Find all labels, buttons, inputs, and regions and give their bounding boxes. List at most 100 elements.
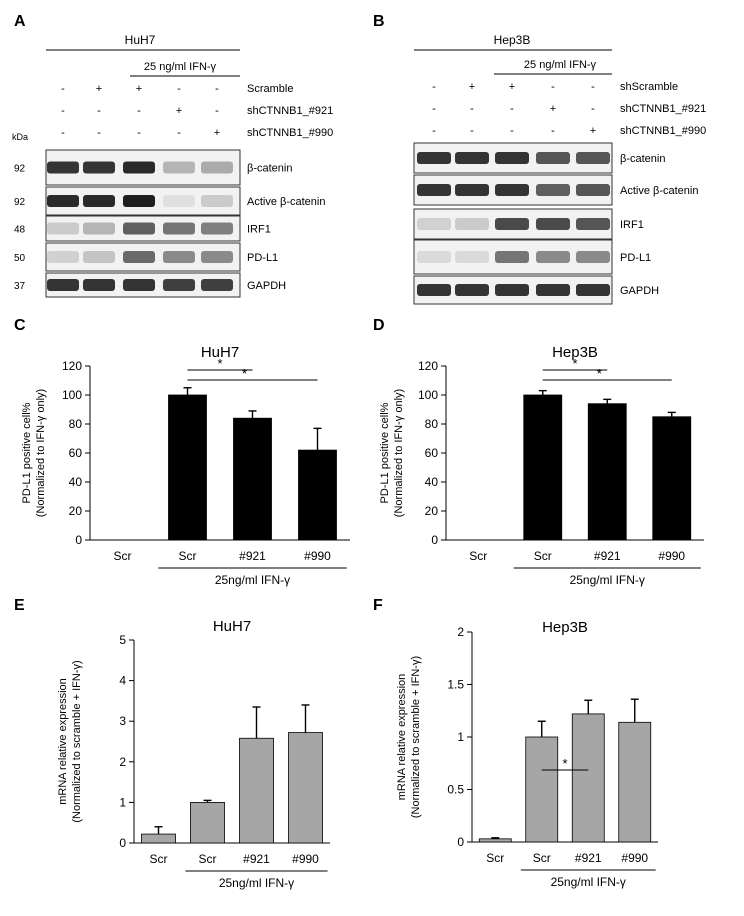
kda-value: 48 [14, 225, 26, 236]
bar [288, 732, 323, 844]
y-tick-label: 0.5 [447, 783, 464, 797]
category-label: #990 [292, 852, 319, 866]
condition-mark: - [510, 125, 514, 137]
y-tick-label: 3 [119, 714, 126, 728]
condition-label: shScramble [620, 81, 678, 93]
y-tick-label: 40 [69, 475, 83, 489]
category-label: #921 [239, 549, 266, 563]
chart-title: HuH7 [213, 618, 251, 635]
y-tick-label: 0 [457, 835, 464, 849]
blot-band [495, 251, 529, 263]
group-label: 25ng/ml IFN-γ [551, 875, 626, 889]
y-tick-label: 2 [457, 625, 464, 639]
y-tick-label: 20 [425, 504, 439, 518]
y-axis-label: mRNA relative expression [396, 674, 408, 801]
panel-letter-f: F [373, 597, 383, 614]
condition-mark: - [137, 105, 141, 117]
y-tick-label: 1 [119, 795, 126, 809]
bar [478, 838, 512, 843]
y-tick-label: 0 [75, 533, 82, 547]
blot-band [201, 222, 233, 235]
y-tick-label: 0 [431, 533, 438, 547]
blot-band [47, 161, 79, 174]
y-tick-label: 1 [457, 730, 464, 744]
panel-letter-a: A [14, 13, 26, 30]
condition-mark: - [591, 81, 595, 93]
blot-band [455, 184, 489, 196]
significance-star: * [597, 366, 602, 381]
panel-letter-b: B [373, 13, 385, 30]
condition-mark: - [97, 105, 101, 117]
bar [233, 417, 272, 541]
condition-mark: + [550, 103, 556, 115]
kda-value: 37 [14, 281, 26, 292]
blot-band [495, 152, 529, 164]
blot-band [201, 195, 233, 207]
blot-band [201, 161, 233, 174]
blot-band [495, 284, 529, 296]
blot-band [83, 161, 115, 174]
blot-band [83, 222, 115, 235]
protein-label: β-catenin [247, 163, 292, 175]
y-tick-label: 60 [425, 446, 439, 460]
bar-chart-panel-e: HuH7 mRNA relative expression (Normalized … [57, 618, 330, 890]
bar [652, 416, 692, 541]
blot-band [47, 251, 79, 263]
protein-label: GAPDH [247, 280, 286, 292]
condition-mark: - [177, 83, 181, 95]
blot-band [576, 184, 610, 196]
bar [141, 833, 176, 844]
significance-star: * [217, 356, 222, 371]
significance-star: * [572, 356, 577, 371]
treatment-label: 25 ng/ml IFN-γ [144, 61, 217, 73]
condition-mark: + [96, 83, 102, 95]
y-axis-label: PD-L1 positive cell% [21, 402, 33, 503]
blot-band [536, 218, 570, 230]
blot-band [417, 152, 451, 164]
blot-band [163, 161, 195, 174]
treatment-label: 25 ng/ml IFN-γ [524, 59, 597, 71]
condition-label: shCTNNB1_#921 [247, 105, 333, 117]
condition-mark: - [510, 103, 514, 115]
significance-star: * [242, 366, 247, 381]
kda-value: 92 [14, 197, 26, 208]
chart-title: Hep3B [542, 619, 588, 636]
blot-band [536, 251, 570, 263]
blot-band [455, 251, 489, 263]
condition-mark: + [176, 105, 182, 117]
bar-chart-panel-c: HuH7 PD-L1 positive cell% (Normalized to I… [21, 344, 350, 587]
condition-label: shCTNNB1_#990 [247, 127, 333, 139]
condition-mark: - [551, 81, 555, 93]
category-label: Scr [469, 549, 487, 563]
y-tick-label: 120 [62, 359, 82, 373]
condition-mark: - [97, 127, 101, 139]
bar [571, 713, 605, 843]
significance-star: * [562, 756, 567, 771]
protein-label: Active β-catenin [247, 196, 325, 208]
y-tick-label: 80 [425, 417, 439, 431]
category-label: Scr [533, 851, 551, 865]
blot-band [417, 184, 451, 196]
condition-mark: - [215, 105, 219, 117]
bar [298, 449, 337, 541]
protein-label: Active β-catenin [620, 185, 698, 197]
y-tick-label: 120 [418, 359, 438, 373]
protein-label: PD-L1 [620, 252, 651, 264]
condition-mark: - [61, 127, 65, 139]
blot-band [455, 218, 489, 230]
protein-label: PD-L1 [247, 252, 278, 264]
y-axis-label: PD-L1 positive cell% [379, 402, 391, 503]
condition-mark: - [432, 125, 436, 137]
cell-line-label: HuH7 [125, 33, 156, 47]
condition-mark: - [432, 81, 436, 93]
blot-band [47, 195, 79, 207]
condition-mark: - [215, 83, 219, 95]
chart-title: HuH7 [201, 344, 239, 361]
blot-band [536, 184, 570, 196]
category-label: #990 [658, 549, 685, 563]
blot-band [47, 222, 79, 235]
cell-line-label: Hep3B [494, 33, 531, 47]
category-label: Scr [150, 852, 168, 866]
y-tick-label: 4 [119, 674, 126, 688]
